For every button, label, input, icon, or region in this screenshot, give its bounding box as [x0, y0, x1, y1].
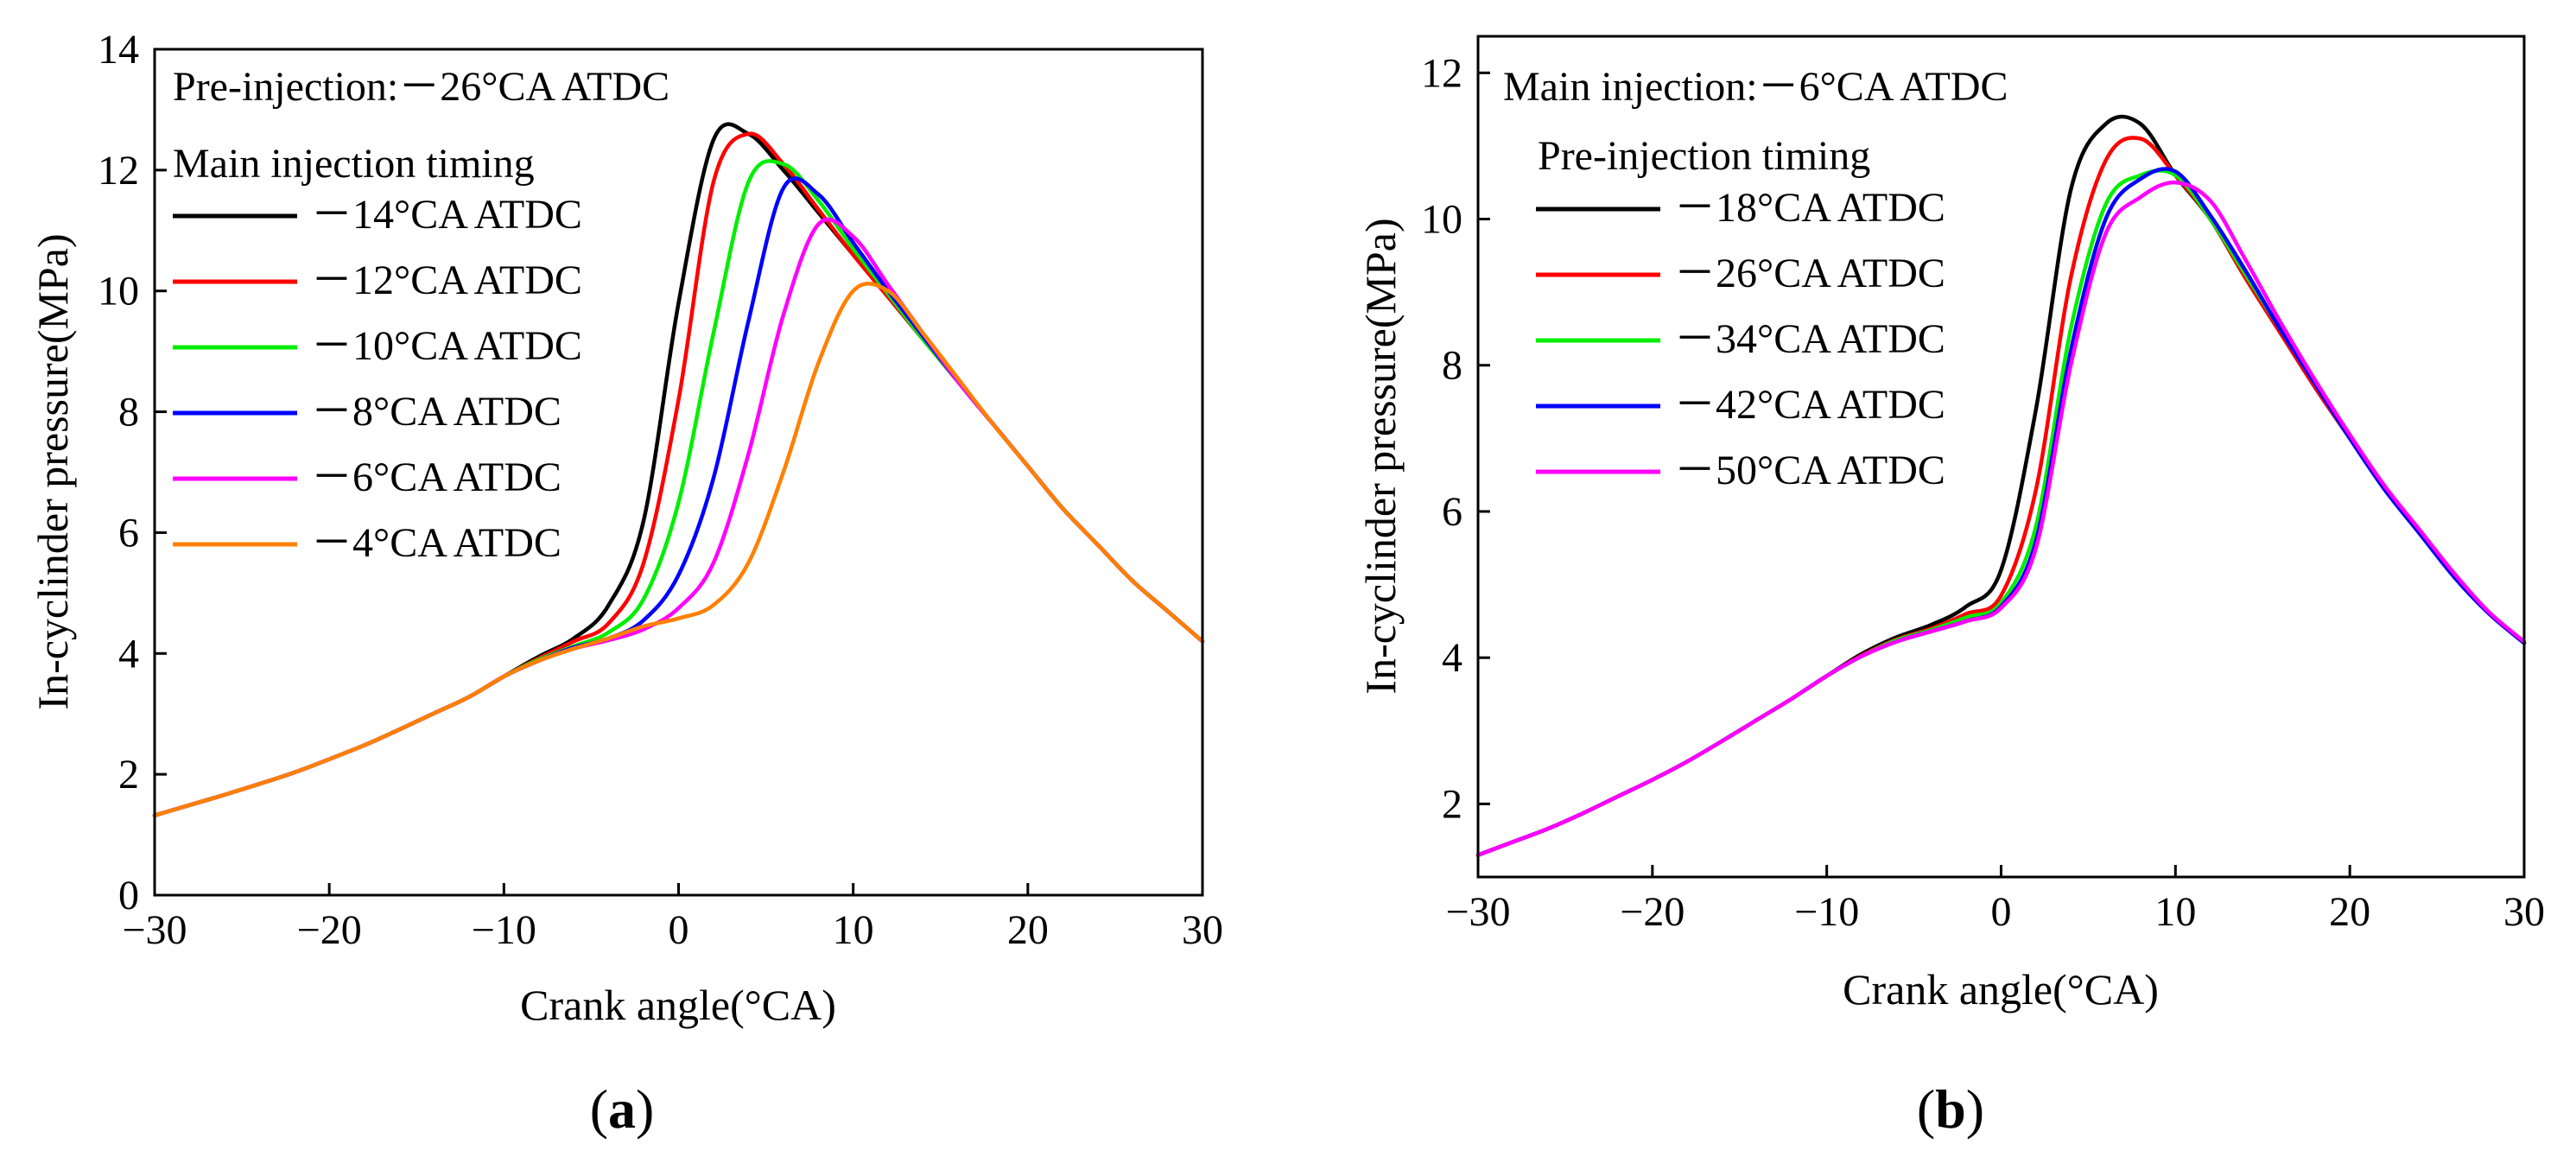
chart-a-legend: Pre-injection:－26°CA ATDC Main injection… [173, 64, 669, 566]
chart-a-lines [152, 122, 1205, 817]
chart-a-x-tick-label-4: 10 [833, 907, 874, 953]
chart-a-x-tick-label-3: 0 [669, 907, 689, 953]
chart-a-y-tick-label-1: 2 [118, 752, 139, 798]
chart-a-legend-heading-1: Pre-injection:－26°CA ATDC [173, 64, 669, 110]
chart-panel-b: −30 −20 −10 0 10 20 30 2 4 6 8 10 12 Main injection:… [1356, 35, 2545, 1140]
chart-b-y-tick-label-5: 12 [1421, 50, 1462, 96]
chart-b-series-line-3 [1475, 167, 2527, 857]
chart-a-x-tick-label-2: −10 [472, 907, 536, 953]
chart-b-x-tick-label-2: −10 [1794, 889, 1859, 935]
chart-a-ylabel: In-cyclinder pressure(MPa) [29, 233, 77, 709]
chart-b-ticks: −30 −20 −10 0 10 20 30 2 4 6 8 10 12 [1421, 50, 2545, 935]
chart-b-x-tick-label-5: 20 [2329, 889, 2370, 935]
chart-a-legend-heading-2: Main injection timing [173, 141, 535, 187]
chart-a-legend-label-5: －4°CA ATDC [311, 520, 562, 566]
chart-b-y-tick-label-3: 8 [1442, 343, 1462, 389]
chart-b-legend-heading-2: Pre-injection timing [1538, 133, 1870, 179]
chart-b-legend-label-3: －42°CA ATDC [1674, 382, 1945, 428]
chart-b-x-tick-label-3: 0 [1991, 889, 2012, 935]
chart-b-x-tick-label-4: 10 [2154, 889, 2196, 935]
chart-b-legend-heading-1: Main injection:－6°CA ATDC [1503, 64, 2008, 110]
chart-b-legend-label-4: －50°CA ATDC [1674, 448, 1945, 493]
chart-a-y-tick-label-5: 10 [98, 269, 139, 315]
chart-b-y-tick-label-1: 4 [1442, 635, 1462, 681]
chart-a-panel-label: (a) [590, 1078, 655, 1140]
chart-b-lines [1475, 114, 2527, 857]
chart-b-panel-label: (b) [1917, 1078, 1984, 1140]
chart-a-x-tick-label-6: 30 [1182, 907, 1223, 953]
chart-a-series-line-5 [152, 282, 1205, 817]
chart-a-x-tick-label-1: −20 [297, 907, 362, 953]
chart-b-x-tick-label-6: 30 [2503, 889, 2545, 935]
chart-a-y-tick-label-4: 8 [118, 390, 139, 435]
chart-b-legend: Main injection:－6°CA ATDC Pre-injection … [1503, 64, 2008, 493]
chart-a-y-tick-label-0: 0 [118, 873, 139, 918]
chart-b-y-tick-label-4: 10 [1421, 197, 1462, 243]
chart-a-x-tick-label-0: −30 [122, 907, 187, 953]
chart-b-panel-letter: b [1935, 1078, 1966, 1140]
chart-a-y-tick-label-6: 12 [98, 148, 139, 194]
chart-b-legend-label-1: －26°CA ATDC [1674, 251, 1945, 296]
chart-a-legend-label-2: －10°CA ATDC [311, 323, 582, 369]
chart-a-legend-items: －14°CA ATDC －12°CA ATDC －10°CA ATDC －8°CA A… [173, 192, 582, 566]
chart-b-x-tick-label-1: −20 [1620, 889, 1685, 935]
chart-b-series-line-0 [1475, 114, 2527, 857]
chart-a-legend-label-4: －6°CA ATDC [311, 454, 562, 500]
chart-a-legend-label-0: －14°CA ATDC [311, 192, 582, 238]
chart-panel-a: −30 −20 −10 0 10 20 30 0 2 4 6 8 10 12 14 Pre-injectio… [29, 27, 1223, 1140]
chart-b-series-line-4 [1475, 180, 2527, 857]
chart-b-legend-label-0: －18°CA ATDC [1674, 185, 1945, 231]
chart-a-y-tick-label-3: 6 [118, 510, 139, 556]
chart-b-legend-items: －18°CA ATDC －26°CA ATDC －34°CA ATDC －42°CA … [1536, 185, 1945, 493]
chart-a-x-tick-label-5: 20 [1007, 907, 1049, 953]
chart-b-x-tick-label-0: −30 [1445, 889, 1510, 935]
chart-b-y-tick-label-2: 6 [1442, 489, 1462, 535]
chart-a-y-tick-label-2: 4 [118, 631, 139, 677]
chart-a-y-tick-label-7: 14 [98, 27, 139, 73]
chart-a-panel-letter: a [608, 1078, 636, 1140]
chart-b-series-line-1 [1475, 136, 2527, 857]
chart-b-y-tick-label-0: 2 [1442, 781, 1462, 827]
chart-a-xlabel: Crank angle(°CA) [520, 981, 836, 1029]
chart-b-ylabel: In-cyclinder pressure(MPa) [1356, 218, 1405, 694]
chart-b-legend-label-2: －34°CA ATDC [1674, 316, 1945, 362]
chart-b-xlabel: Crank angle(°CA) [1843, 965, 2159, 1014]
chart-a-legend-label-3: －8°CA ATDC [311, 389, 562, 435]
chart-a-legend-label-1: －12°CA ATDC [311, 257, 582, 303]
chart-a-ticks: −30 −20 −10 0 10 20 30 0 2 4 6 8 10 12 14 [98, 27, 1223, 953]
